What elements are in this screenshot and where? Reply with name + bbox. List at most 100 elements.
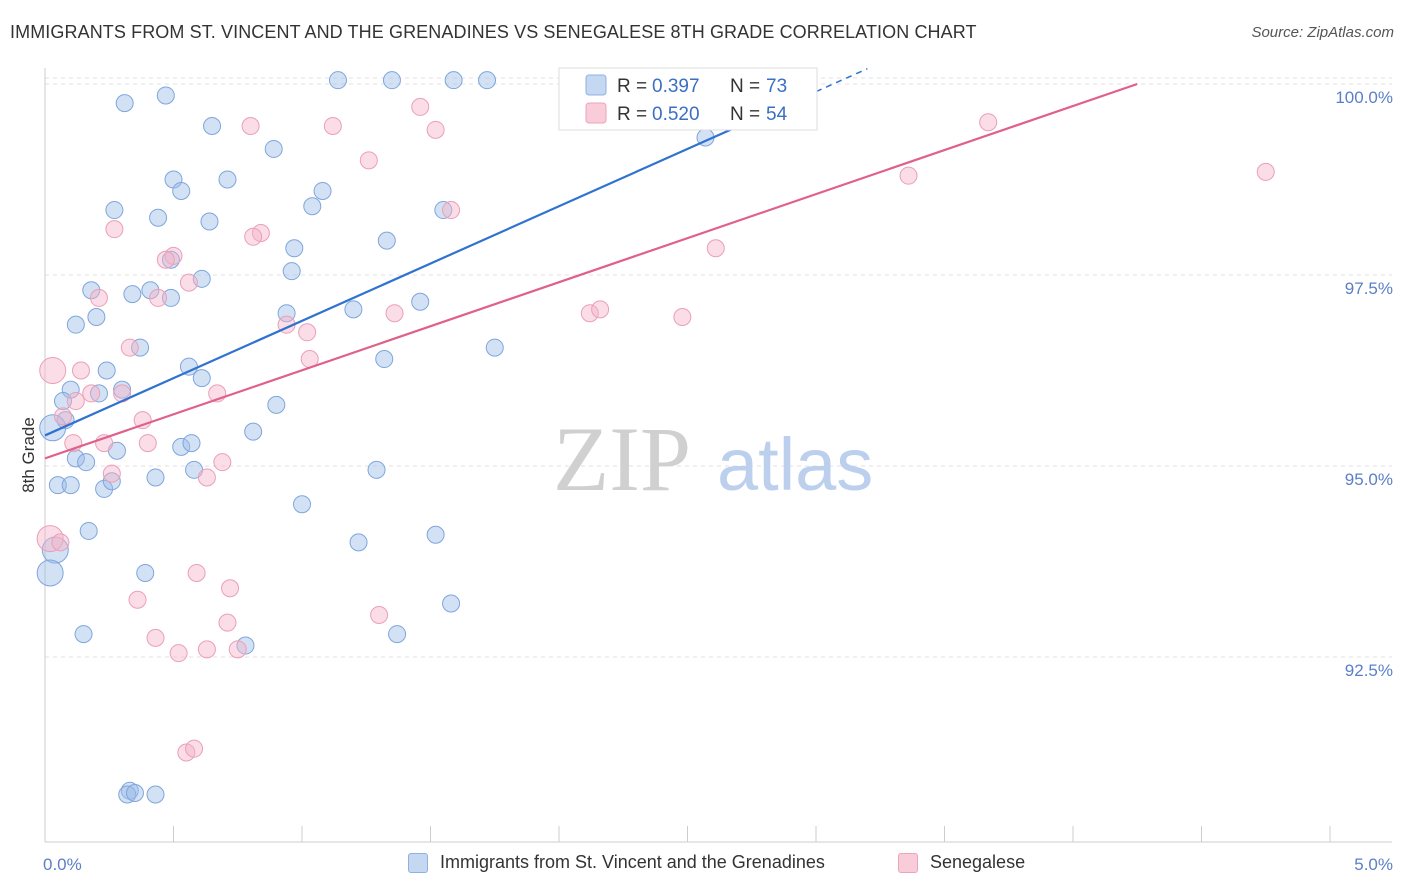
point-series2 bbox=[323, 117, 342, 136]
point-series1 bbox=[66, 449, 85, 468]
series-legend: Immigrants from St. Vincent and the Gren… bbox=[0, 852, 1406, 878]
point-series1 bbox=[344, 300, 363, 319]
point-series1 bbox=[426, 525, 445, 544]
x-tick-label-min: 0.0% bbox=[43, 855, 82, 874]
point-series1 bbox=[102, 472, 121, 491]
point-series2 bbox=[899, 166, 918, 185]
point-series1 bbox=[218, 170, 237, 189]
point-series1 bbox=[115, 94, 134, 113]
y-tick-label: 92.5% bbox=[1345, 661, 1393, 680]
point-series2 bbox=[185, 739, 204, 758]
point-series1 bbox=[382, 71, 401, 90]
legend-n-label-1: N = bbox=[730, 76, 760, 97]
grid-lines bbox=[45, 77, 1392, 658]
point-series1 bbox=[118, 785, 137, 804]
point-series2 bbox=[128, 590, 147, 609]
point-series1 bbox=[89, 384, 108, 403]
point-series1 bbox=[442, 594, 461, 613]
point-series2 bbox=[66, 392, 85, 411]
point-series2 bbox=[213, 453, 232, 472]
y-tick-labels: 100.0% 97.5% 95.0% 92.5% bbox=[1335, 88, 1393, 680]
point-series2 bbox=[228, 640, 247, 659]
x-tick-labels: 0.0% 5.0% bbox=[43, 855, 1393, 874]
point-series2 bbox=[146, 628, 165, 647]
point-series1 bbox=[77, 453, 96, 472]
point-series1 bbox=[172, 181, 191, 200]
point-series1 bbox=[131, 338, 150, 357]
point-series2 bbox=[591, 300, 610, 319]
y-axis-title: 8th Grade bbox=[19, 417, 38, 493]
trend-lines bbox=[44, 68, 1138, 460]
point-series1 bbox=[293, 495, 311, 514]
point-series1 bbox=[203, 117, 222, 136]
point-series1 bbox=[79, 521, 98, 540]
point-series2 bbox=[120, 338, 139, 357]
point-series2 bbox=[149, 288, 168, 307]
point-series1 bbox=[303, 197, 322, 216]
legend-label-series1: Immigrants from St. Vincent and the Gren… bbox=[440, 852, 825, 872]
point-series2 bbox=[53, 407, 72, 426]
point-series1 bbox=[367, 460, 386, 479]
legend-swatch-series2 bbox=[585, 102, 607, 124]
point-series1 bbox=[375, 350, 394, 369]
point-series1 bbox=[149, 208, 168, 227]
legend-label-series2: Senegalese bbox=[930, 852, 1026, 872]
legend-n-value-2: 54 bbox=[766, 104, 788, 125]
legend-r-value-1: 0.397 bbox=[652, 76, 700, 97]
point-series2 bbox=[370, 605, 389, 624]
y-tick-label: 97.5% bbox=[1345, 279, 1393, 298]
watermark: ZIP atlas bbox=[553, 408, 873, 510]
point-series2 bbox=[241, 117, 260, 136]
chart-title: IMMIGRANTS FROM ST. VINCENT AND THE GREN… bbox=[10, 22, 977, 42]
point-series2 bbox=[105, 220, 124, 239]
legend-swatch-pink bbox=[898, 852, 918, 873]
point-series1 bbox=[192, 369, 211, 388]
point-series1 bbox=[53, 392, 72, 411]
point-series1 bbox=[161, 288, 180, 307]
point-series2 bbox=[36, 525, 64, 553]
point-series2 bbox=[244, 227, 263, 246]
point-series2 bbox=[411, 97, 430, 116]
point-series2 bbox=[359, 151, 378, 170]
point-series1 bbox=[172, 437, 191, 456]
point-series1 bbox=[444, 71, 463, 90]
axes bbox=[44, 68, 1392, 843]
trend-line-series1 bbox=[44, 90, 817, 437]
point-series2 bbox=[51, 533, 70, 552]
legend-item-series2: Senegalese bbox=[898, 852, 1025, 873]
point-series1 bbox=[141, 281, 160, 300]
point-series2 bbox=[197, 640, 216, 659]
legend-item-series1: Immigrants from St. Vincent and the Gren… bbox=[408, 852, 825, 873]
point-series2 bbox=[71, 361, 90, 380]
stats-legend: R = 0.397 N = 73 R = 0.520 N = 54 bbox=[558, 67, 818, 131]
point-series1 bbox=[87, 308, 106, 327]
legend-r-value-2: 0.520 bbox=[652, 104, 700, 125]
point-series1 bbox=[156, 86, 175, 105]
point-series2 bbox=[169, 644, 188, 663]
point-series1 bbox=[97, 361, 116, 380]
point-series2 bbox=[138, 434, 157, 453]
point-series2 bbox=[89, 288, 108, 307]
point-series2 bbox=[39, 357, 67, 384]
point-series1 bbox=[182, 434, 201, 453]
point-series1 bbox=[105, 201, 124, 220]
point-series2 bbox=[179, 273, 198, 292]
point-series1 bbox=[123, 285, 142, 304]
point-series1 bbox=[61, 476, 80, 495]
point-series1 bbox=[285, 239, 304, 258]
point-series1 bbox=[388, 625, 407, 644]
point-series2 bbox=[197, 468, 216, 487]
point-series2 bbox=[673, 308, 692, 327]
point-series2 bbox=[426, 120, 445, 139]
x-tick-label-max: 5.0% bbox=[1354, 855, 1393, 874]
point-series1 bbox=[66, 315, 85, 334]
y-tick-label: 100.0% bbox=[1335, 88, 1393, 107]
watermark-atlas: atlas bbox=[717, 423, 873, 506]
point-series1 bbox=[82, 281, 101, 300]
point-series1 bbox=[146, 785, 165, 804]
legend-r-label-2: R = bbox=[617, 104, 647, 125]
legend-swatch-blue bbox=[408, 852, 428, 873]
point-series2 bbox=[82, 384, 101, 403]
legend-n-label-2: N = bbox=[730, 104, 760, 125]
point-series1 bbox=[95, 479, 114, 498]
